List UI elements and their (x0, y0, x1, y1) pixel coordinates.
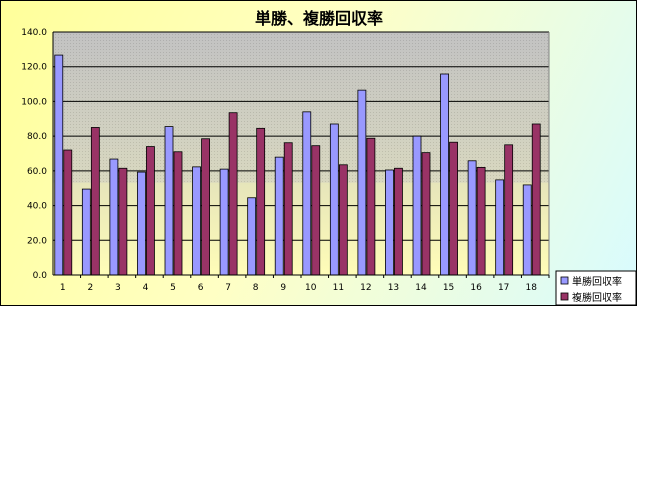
x-tick-label: 12 (360, 283, 371, 293)
y-tick-label: 120.0 (21, 63, 47, 73)
bar-tansho (357, 89, 367, 276)
y-tick-label: 0.0 (33, 271, 48, 281)
legend-label-fukusho: 複勝回収率 (572, 291, 622, 304)
bar-tansho (54, 54, 64, 276)
x-tick-label: 9 (280, 283, 286, 293)
bar-fukusho (90, 127, 100, 276)
bar-fukusho (118, 167, 128, 276)
bar-tansho (385, 169, 394, 276)
bar-tansho (440, 73, 449, 276)
y-tick-label: 20.0 (27, 236, 47, 246)
x-tick-label: 14 (415, 283, 427, 293)
bar-fukusho (366, 137, 376, 276)
x-tick-label: 8 (253, 283, 259, 293)
x-tick-label: 10 (305, 283, 317, 293)
bar-fukusho (531, 123, 541, 276)
x-tick-label: 7 (225, 283, 231, 293)
bar-fukusho (476, 166, 486, 276)
x-tick-label: 16 (470, 283, 482, 293)
bar-fukusho (63, 149, 73, 276)
chart-title: 単勝、複勝回収率 (255, 9, 383, 28)
y-tick-label: 100.0 (21, 97, 47, 107)
x-tick-label: 18 (525, 283, 537, 293)
legend: 単勝回収率 複勝回収率 (555, 270, 637, 306)
legend-label-tansho: 単勝回収率 (572, 275, 622, 288)
plot-texture (53, 32, 549, 183)
bar-tansho (164, 126, 174, 276)
bar-fukusho (504, 144, 514, 276)
bar-fukusho (449, 141, 458, 276)
x-tick-label: 1 (60, 283, 66, 293)
y-tick-label: 80.0 (27, 132, 47, 142)
bar-fukusho (394, 167, 403, 276)
bar-tansho (109, 158, 119, 276)
bar-tansho (495, 179, 505, 276)
bar-tansho (412, 135, 422, 276)
y-tick-label: 40.0 (27, 202, 47, 212)
bar-tansho (467, 160, 477, 276)
bar-tansho (137, 171, 146, 276)
x-tick-label: 6 (198, 283, 204, 293)
bar-fukusho (283, 142, 293, 276)
x-tick-label: 5 (170, 283, 176, 293)
bar-fukusho (146, 146, 155, 276)
bar-fukusho (228, 112, 238, 276)
bar-fukusho (421, 152, 431, 276)
bar-fukusho (311, 145, 321, 276)
bar-chart: 単勝、複勝回収率 0.020.040.060.080.0100.0120.014… (21, 9, 637, 306)
x-tick-label: 11 (333, 283, 344, 293)
x-tick-label: 3 (115, 283, 121, 293)
x-tick-label: 17 (498, 283, 509, 293)
legend-swatch-fukusho (560, 292, 569, 301)
bar-fukusho (201, 138, 210, 276)
y-tick-label: 140.0 (21, 28, 47, 38)
x-tick-label: 2 (87, 283, 93, 293)
x-tick-label: 4 (143, 283, 149, 293)
bar-tansho (192, 166, 201, 276)
bar-tansho (329, 123, 339, 276)
bar-fukusho (173, 151, 183, 276)
bar-fukusho (256, 127, 266, 276)
bar-tansho (81, 188, 91, 276)
bar-tansho (219, 168, 229, 276)
chart-area: 単勝、複勝回収率 0.0 20.0 40.0 60.0 80.0 100.0 120.0 14… (0, 0, 637, 306)
bar-tansho (247, 197, 257, 276)
x-tick-label: 15 (443, 283, 454, 293)
bar-tansho (522, 184, 532, 276)
legend-swatch-tansho (560, 276, 569, 285)
bar-tansho (302, 111, 312, 276)
x-tick-label: 13 (388, 283, 399, 293)
bar-tansho (274, 156, 284, 276)
y-tick-label: 60.0 (27, 167, 47, 177)
bar-fukusho (338, 164, 348, 276)
legend-box (555, 270, 637, 306)
